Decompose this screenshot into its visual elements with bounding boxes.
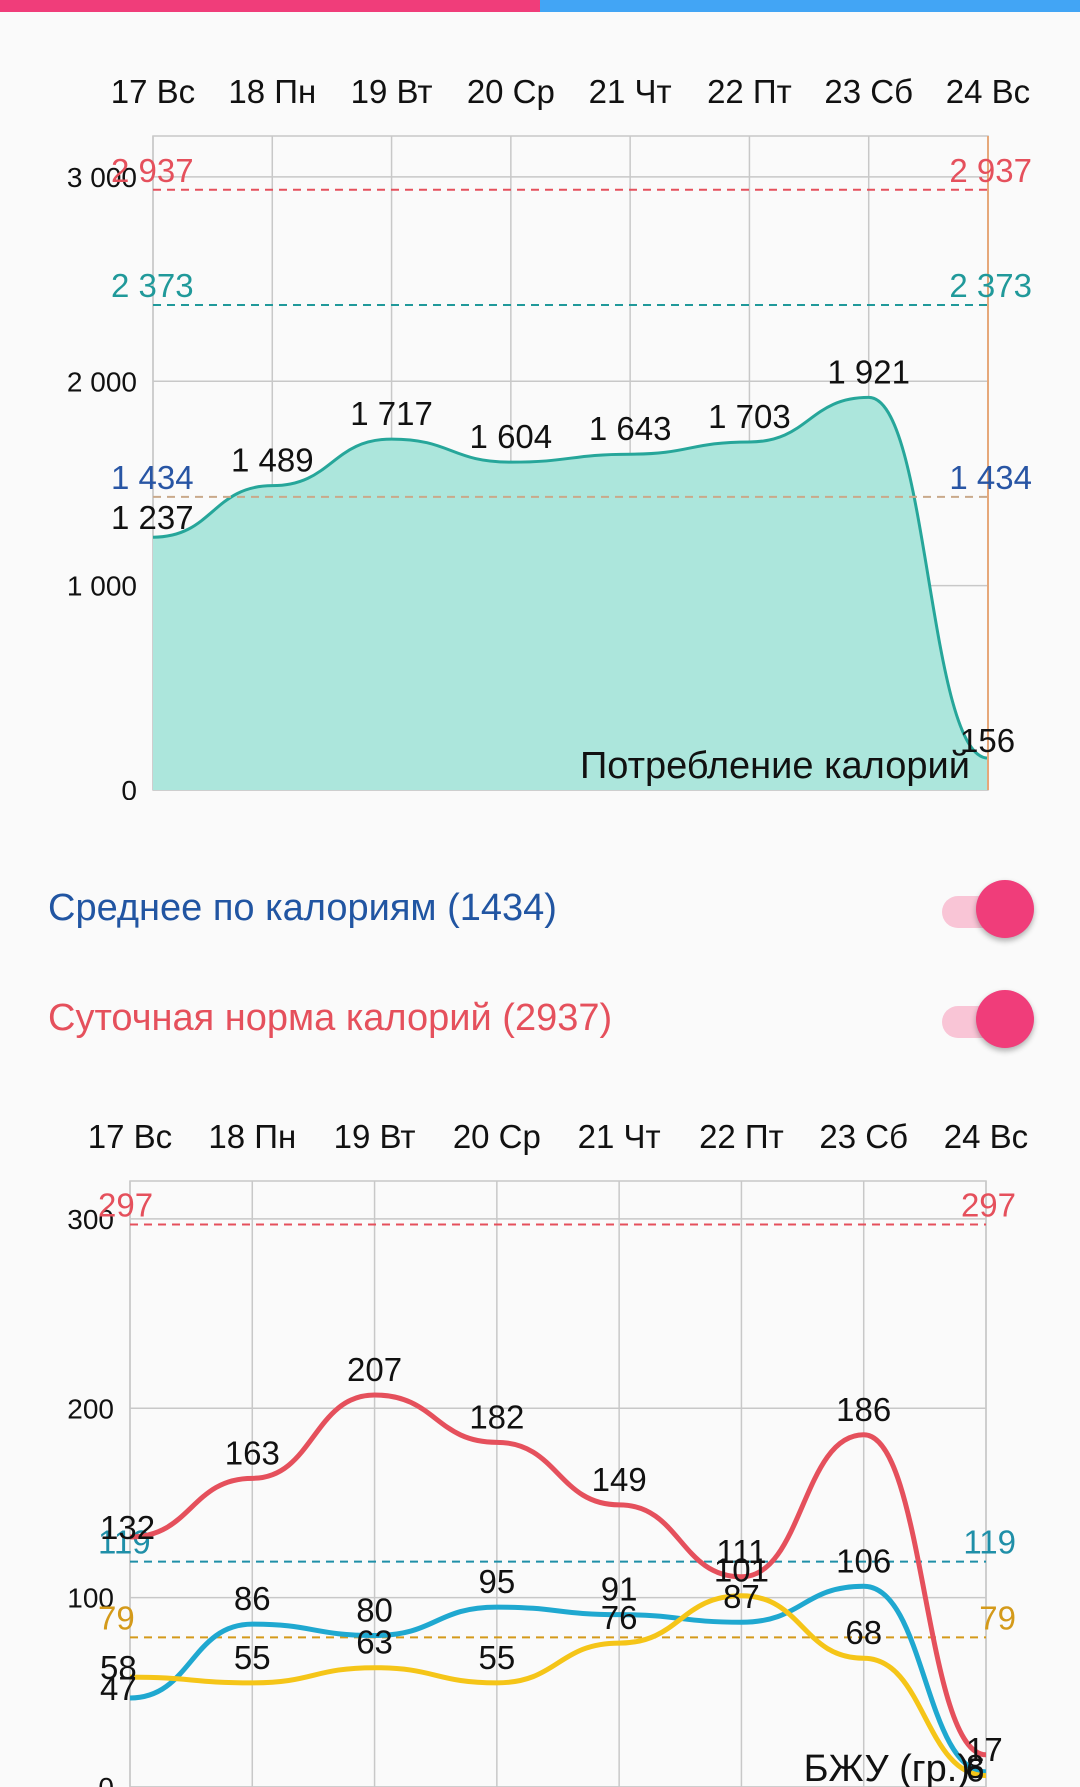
calorie-area-fill [153,397,988,790]
data-label: 80 [356,1592,393,1629]
data-label: 76 [601,1599,638,1636]
data-label: 55 [234,1639,271,1676]
data-label: 55 [478,1639,515,1676]
x-tick-label: 19 Вт [351,73,433,110]
data-label: 182 [469,1398,524,1435]
reference-label-left: 2 373 [111,267,194,304]
x-tick-label: 21 Чт [578,1118,661,1155]
data-label: 207 [347,1351,402,1388]
y-tick-label: 200 [67,1393,114,1424]
data-label: 163 [225,1434,280,1471]
calorie-series-line [152,395,989,760]
macro-chart: 17 Вс 18 Пн 19 Вт 20 Ср 21 Чт 22 Пт 23 Сб 24 Вс… [67,1118,1028,1787]
data-label: 186 [836,1391,891,1428]
reference-label-left: 297 [98,1187,153,1224]
x-tick-label: 22 Пт [699,1118,784,1155]
reference-label-left: 2 937 [111,152,194,189]
data-label: 95 [478,1563,515,1600]
data-label: 1 717 [350,395,433,432]
daily-norm-switch[interactable] [942,988,1038,1048]
x-tick-label: 21 Чт [589,73,672,110]
macro-series-line [129,1392,987,1758]
data-label: 1 643 [589,410,672,447]
data-label: 1 237 [111,499,194,536]
data-label: 63 [356,1624,393,1661]
data-label: 1 489 [231,442,314,479]
x-tick-label: 22 Пт [707,73,792,110]
x-tick-label: 18 Пн [208,1118,296,1155]
switch-thumb[interactable] [976,880,1034,938]
calorie-chart: 17 Вс 18 Пн 19 Вт 20 Ср 21 Чт 22 Пт 23 Сб 24 Вс… [67,73,1032,800]
y-tick-label: 2 000 [67,366,137,397]
reference-label-right: 2 373 [949,267,1032,304]
reference-label-right: 119 [963,1524,1016,1561]
reference-label-left: 119 [98,1524,151,1561]
reference-label-right: 2 937 [949,152,1032,189]
switch-thumb[interactable] [976,990,1034,1048]
macro-series-line [129,1583,987,1775]
reference-label-right: 297 [961,1187,1016,1224]
y-tick-label: 0 [121,775,137,800]
chart-title: Потребление калорий [580,745,970,787]
daily-norm-label: Суточная норма калорий (2937) [48,996,613,1039]
data-label: 132 [100,1509,155,1546]
progress-bar [0,0,1080,12]
data-label: 149 [592,1461,647,1498]
data-label: 68 [845,1614,882,1651]
data-label: 91 [601,1571,638,1608]
y-tick-label: 300 [67,1204,114,1235]
y-tick-label: 3 000 [67,162,137,193]
x-tick-label: 23 Сб [824,73,913,110]
y-tick-label: 1 000 [67,571,137,602]
data-label: 156 [960,722,1015,759]
data-label: 86 [234,1580,271,1617]
data-label: 47 [100,1670,137,1707]
x-tick-label: 17 Вс [111,73,195,110]
x-tick-label: 19 Вт [334,1118,416,1155]
reference-label-right: 79 [979,1599,1016,1636]
reference-label-left: 79 [98,1599,135,1636]
data-label: 101 [714,1552,769,1589]
data-label: 17 [966,1731,1003,1768]
x-tick-label: 17 Вс [88,1118,172,1155]
average-calories-toggle-row[interactable]: Среднее по калориям (1434) [48,868,1038,948]
data-label: 1 703 [708,398,791,435]
x-tick-label: 24 Вс [946,73,1030,110]
x-tick-label: 24 Вс [944,1118,1028,1155]
reference-label-left: 1 434 [111,459,194,496]
reference-label-right: 1 434 [949,459,1032,496]
macro-series-line [129,1593,987,1779]
average-calories-label: Среднее по калориям (1434) [48,886,557,929]
plot-frame [129,1180,987,1787]
x-tick-label: 23 Сб [819,1118,908,1155]
daily-norm-toggle-row[interactable]: Суточная норма калорий (2937) [48,978,1038,1058]
data-label: 87 [723,1578,760,1615]
average-calories-switch[interactable] [942,878,1038,938]
data-label: 111 [716,1533,766,1570]
data-label: 6 [966,1752,984,1787]
x-tick-label: 18 Пн [228,73,316,110]
data-label: 106 [836,1542,891,1579]
y-tick-label: 0 [98,1772,114,1787]
y-tick-label: 100 [67,1583,114,1614]
data-label: 1 921 [827,353,910,390]
x-tick-label: 20 Ср [453,1118,541,1155]
data-label: 58 [100,1649,137,1686]
x-tick-label: 20 Ср [467,73,555,110]
data-label: 1 604 [470,418,553,455]
data-label: 8 [966,1748,984,1785]
progress-fill [0,0,540,12]
chart-title: БЖУ (гр.) [804,1748,970,1787]
